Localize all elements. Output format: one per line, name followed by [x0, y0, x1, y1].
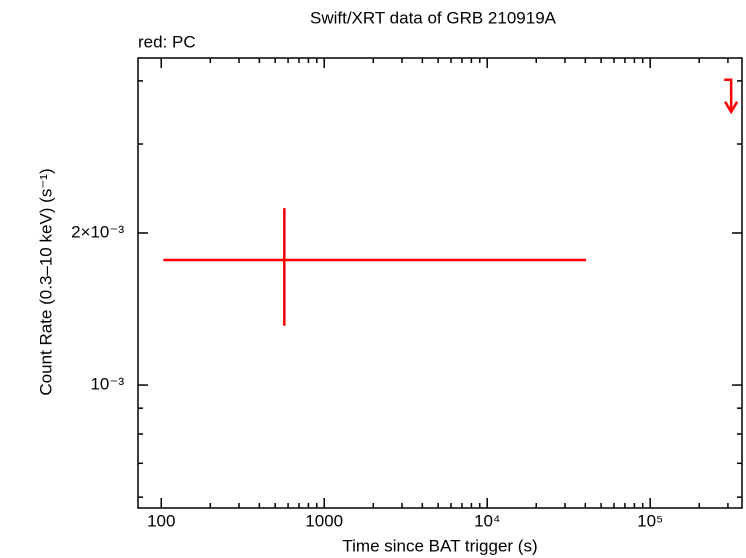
- chart-title: Swift/XRT data of GRB 210919A: [310, 8, 557, 27]
- x-axis-label: Time since BAT trigger (s): [342, 536, 537, 555]
- x-tick-label: 100: [147, 511, 175, 530]
- plot-frame: [137, 57, 743, 509]
- x-tick-label: 10⁵: [637, 511, 663, 530]
- x-tick-label: 1000: [305, 511, 343, 530]
- y-axis-label: Count Rate (0.3–10 keV) (s⁻¹): [36, 168, 55, 395]
- subtitle: red: PC: [138, 32, 196, 51]
- upper-limit-arrow: [724, 78, 739, 115]
- y-tick-label: 2×10⁻³: [71, 222, 124, 241]
- x-tick-label: 10⁴: [474, 511, 500, 530]
- y-tick-label: 10⁻³: [90, 375, 124, 394]
